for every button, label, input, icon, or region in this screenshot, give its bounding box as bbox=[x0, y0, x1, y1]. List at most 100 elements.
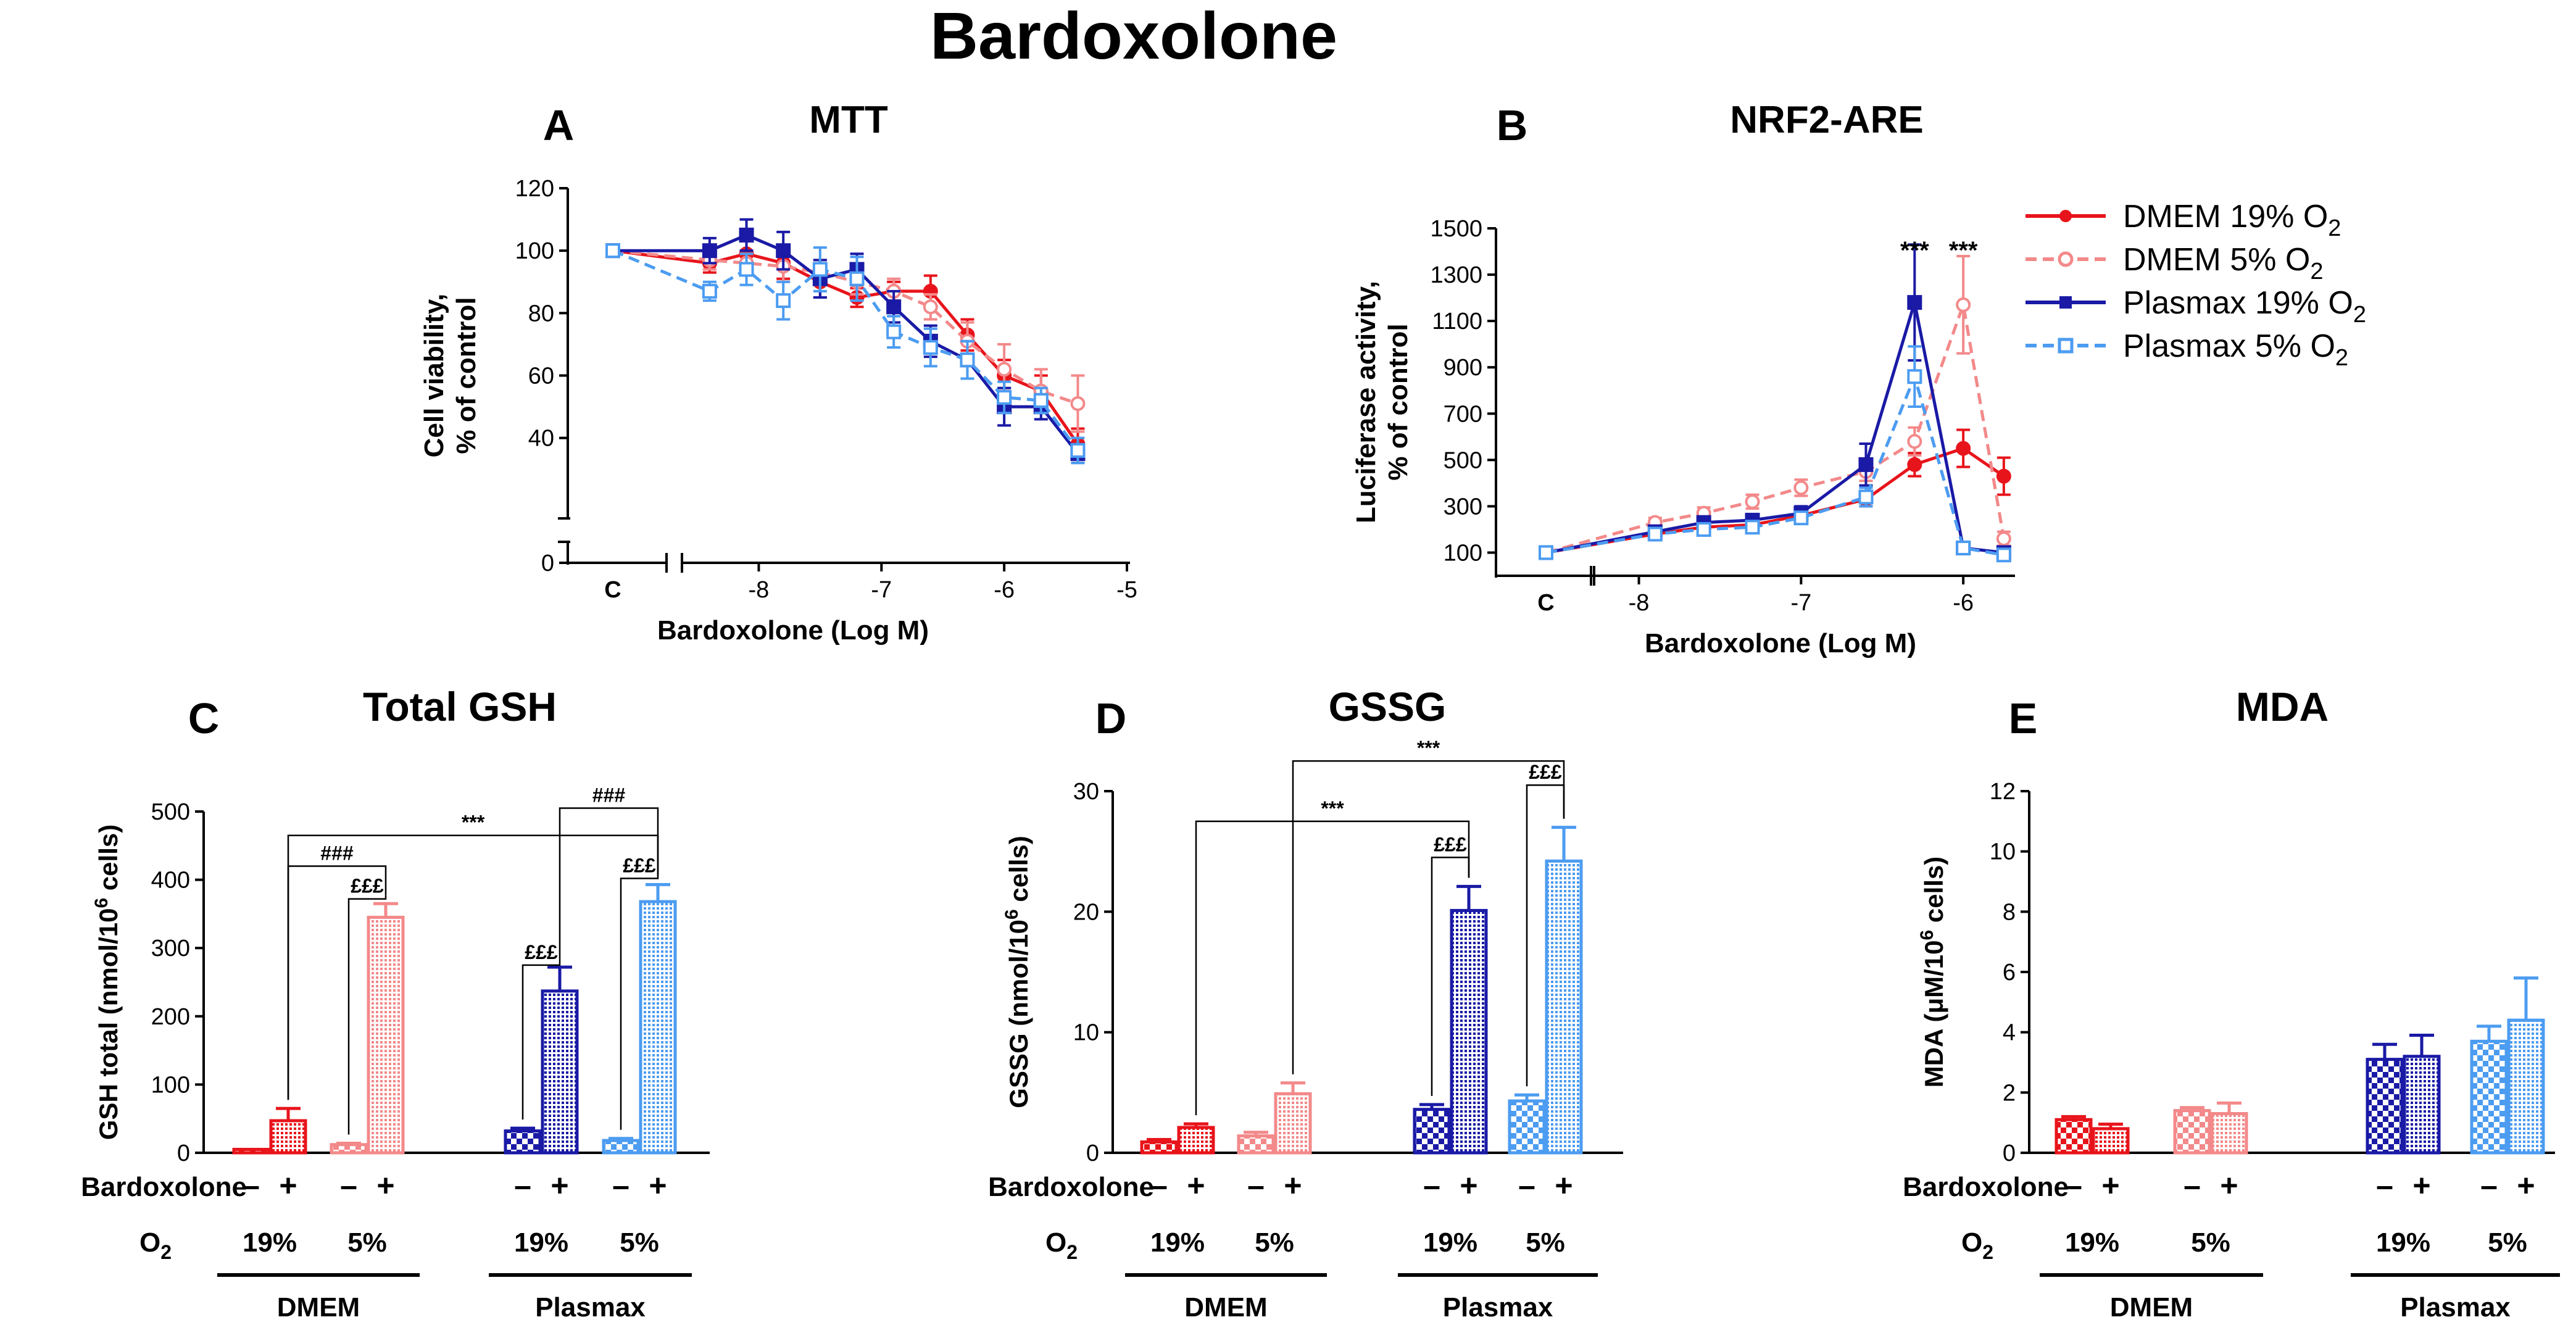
mtt-point bbox=[1070, 442, 1086, 458]
nrf2-point bbox=[1793, 480, 1809, 496]
legend-item-plasmax19: Plasmax 19% O2 bbox=[2025, 285, 2366, 328]
gssg-y-tick-label: 10 bbox=[1073, 1020, 1099, 1046]
mda-plus-label: + bbox=[2220, 1168, 2238, 1203]
gssg-o2-value: 19% bbox=[1150, 1227, 1205, 1258]
mtt-y-tick-label: 0 bbox=[541, 550, 554, 576]
nrf2-point bbox=[1696, 521, 1711, 537]
nrf2-point bbox=[1956, 540, 1971, 555]
figure-title: Bardoxolone bbox=[930, 0, 1337, 73]
svg-text:Plasmax 19% O2: Plasmax 19% O2 bbox=[2123, 285, 2366, 328]
svg-text:DMEM 19% O2: DMEM 19% O2 bbox=[2123, 199, 2341, 241]
gsh-bar-dmem19-minus bbox=[232, 1147, 270, 1155]
gssg-bar-dmem5-minus bbox=[1237, 1134, 1275, 1155]
mda-medium-label: DMEM bbox=[2110, 1292, 2193, 1323]
mda-panel-letter: E bbox=[2009, 694, 2038, 742]
nrf2-y-tick-label: 700 bbox=[1444, 401, 1482, 427]
mtt-y-tick-label: 100 bbox=[515, 238, 554, 264]
mda-y-tick-label: 8 bbox=[2003, 899, 2016, 925]
gsh-o2-value: 19% bbox=[243, 1227, 297, 1258]
gssg-plus-label: + bbox=[1555, 1168, 1573, 1203]
gsh-significance-label: ### bbox=[592, 784, 626, 806]
gssg-minus-label: – bbox=[1518, 1168, 1535, 1203]
gssg-panel-letter: D bbox=[1095, 694, 1127, 742]
gsh-bardoxolone-label: Bardoxolone bbox=[81, 1172, 247, 1202]
gssg-o2-value: 5% bbox=[1526, 1227, 1565, 1258]
gssg-bar-dmem19-plus bbox=[1177, 1126, 1215, 1155]
nrf2-y-label: Luciferase activity,% of control bbox=[1351, 281, 1413, 523]
gsh-y-tick-label: 100 bbox=[151, 1072, 190, 1098]
mda-minus-label: – bbox=[2376, 1168, 2393, 1203]
nrf2-point bbox=[1907, 295, 1922, 310]
panel-b: 100 300 500 700 900 1100 1300 1500 -8 -7 -6 C Bardox… bbox=[1351, 99, 2015, 658]
nrf2-y-tick-label: 900 bbox=[1444, 355, 1482, 381]
nrf2-point bbox=[1996, 468, 2011, 484]
mtt-point bbox=[776, 293, 791, 309]
mda-bar-plasmax5-minus bbox=[2470, 1039, 2508, 1155]
gssg-bar-dmem19-minus bbox=[1140, 1140, 1178, 1155]
panel-a: 0 40 60 80 100 120 -8 -7 -6 -5 C Bardoxolone (Log M… bbox=[419, 99, 1137, 646]
nrf2-annotation: *** bbox=[1949, 237, 1978, 264]
gssg-bar-plasmax5-plus bbox=[1545, 859, 1583, 1155]
gssg-y-label: GSSG (nmol/106 cells) bbox=[1002, 836, 1033, 1108]
mtt-x-tick-label: -7 bbox=[871, 577, 892, 603]
nrf2-y-tick-label: 500 bbox=[1444, 447, 1482, 473]
nrf2-control-label: C bbox=[1537, 590, 1554, 616]
gsh-bar-dmem5-plus bbox=[367, 915, 405, 1155]
gsh-o2-value: 5% bbox=[347, 1227, 387, 1258]
nrf2-point bbox=[1907, 434, 1922, 449]
gsh-y-tick-label: 400 bbox=[151, 868, 190, 894]
mtt-point bbox=[923, 339, 938, 355]
gssg-o2-value: 5% bbox=[1255, 1227, 1294, 1258]
mtt-point bbox=[960, 352, 975, 368]
nrf2-series-line-plasmax5 bbox=[1545, 372, 2005, 557]
gssg-bar-plasmax19-plus bbox=[1450, 908, 1488, 1155]
gsh-significance-bracket bbox=[559, 807, 659, 959]
mtt-point bbox=[1070, 396, 1086, 412]
mtt-x-tick-label: -6 bbox=[994, 577, 1015, 603]
mda-o2-value: 19% bbox=[2376, 1227, 2430, 1258]
gssg-medium-label: DMEM bbox=[1184, 1292, 1267, 1323]
mtt-point bbox=[886, 324, 902, 339]
gsh-y-tick-label: 300 bbox=[151, 936, 190, 961]
gssg-significance-label: £££ bbox=[1529, 761, 1562, 783]
mda-bar-plasmax19-minus bbox=[2366, 1058, 2404, 1155]
gsh-title: Total GSH bbox=[363, 684, 557, 729]
gsh-o2-label: O2 bbox=[139, 1227, 172, 1263]
gssg-plus-label: + bbox=[1284, 1168, 1302, 1203]
nrf2-point bbox=[1996, 547, 2011, 563]
mda-plus-label: + bbox=[2101, 1168, 2119, 1203]
nrf2-panel-letter: B bbox=[1497, 101, 1528, 149]
nrf2-series-line-plasmax19 bbox=[1545, 302, 2005, 554]
nrf2-point bbox=[1745, 494, 1760, 509]
mtt-y-tick-label: 120 bbox=[515, 176, 554, 202]
mtt-series-line-plasmax5 bbox=[612, 249, 1079, 452]
mda-y-tick-label: 12 bbox=[1990, 779, 2016, 805]
svg-text:Plasmax 5% O2: Plasmax 5% O2 bbox=[2123, 328, 2348, 371]
mtt-x-tick-label: -8 bbox=[749, 577, 770, 603]
gsh-bar-plasmax19-minus bbox=[504, 1129, 542, 1155]
mtt-point bbox=[776, 243, 791, 259]
nrf2-point bbox=[1907, 369, 1922, 384]
gssg-title: GSSG bbox=[1329, 684, 1447, 729]
gssg-minus-label: – bbox=[1150, 1168, 1168, 1203]
mtt-point bbox=[997, 362, 1012, 377]
gsh-significance-label: *** bbox=[462, 812, 485, 834]
nrf2-series-line-dmem19 bbox=[1545, 446, 2005, 554]
mtt-point bbox=[739, 262, 754, 277]
mtt-y-tick-label: 60 bbox=[528, 363, 554, 389]
nrf2-point bbox=[1793, 510, 1809, 526]
gsh-plus-label: + bbox=[279, 1168, 297, 1203]
gsh-bar-plasmax5-minus bbox=[602, 1139, 640, 1155]
gsh-significance-bracket bbox=[287, 834, 659, 1100]
mda-minus-label: – bbox=[2183, 1168, 2201, 1203]
gsh-panel-letter: C bbox=[188, 694, 220, 742]
gsh-significance-label: £££ bbox=[525, 941, 558, 963]
mda-bar-plasmax19-plus bbox=[2403, 1055, 2441, 1155]
mda-bar-dmem5-plus bbox=[2210, 1112, 2248, 1155]
nrf2-point bbox=[1647, 526, 1663, 542]
nrf2-annotation: *** bbox=[1900, 237, 1929, 264]
gssg-y-tick-label: 30 bbox=[1073, 779, 1099, 805]
gsh-y-tick-label: 0 bbox=[177, 1140, 190, 1166]
